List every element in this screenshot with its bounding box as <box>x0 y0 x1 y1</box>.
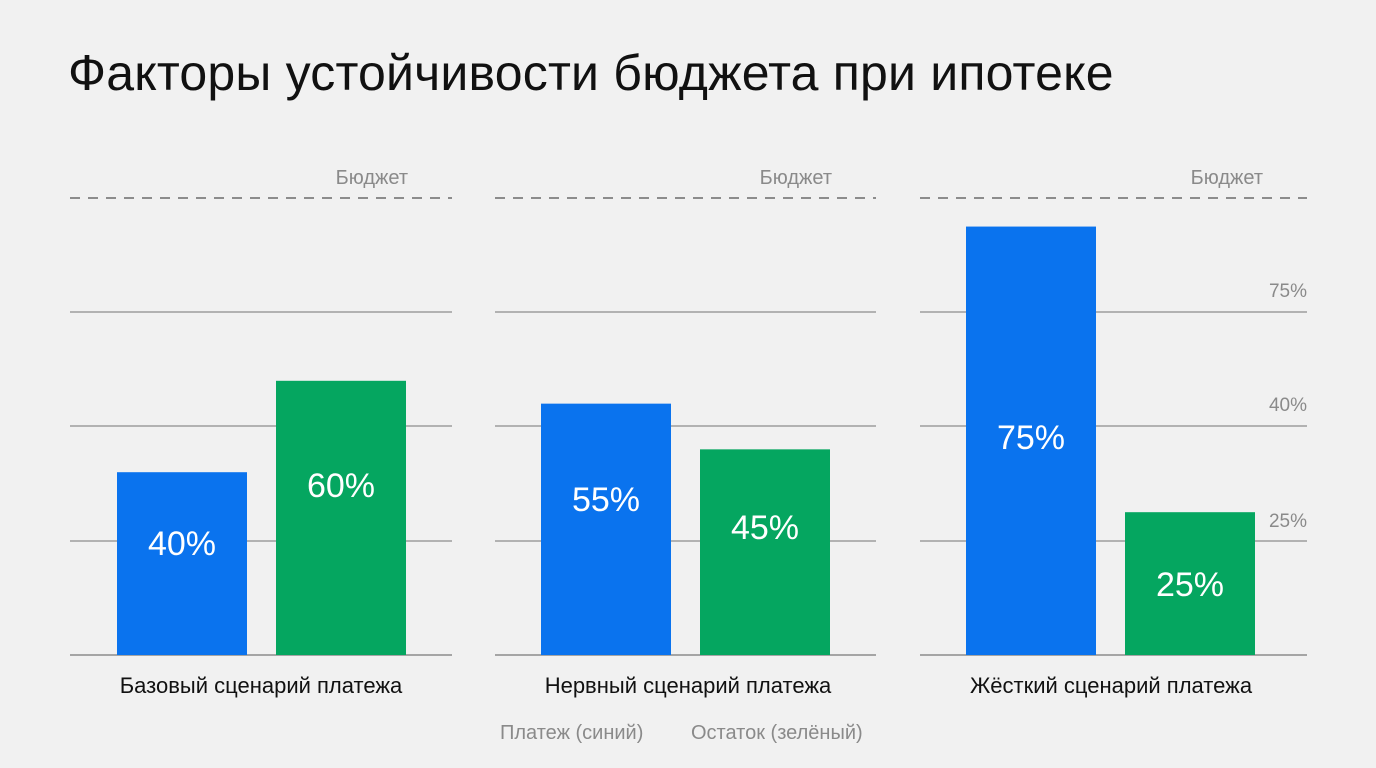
remainder-bar <box>1125 512 1255 655</box>
bar-value-label: 40% <box>148 525 216 563</box>
bar-value-label: 45% <box>731 509 799 547</box>
remainder-bar <box>276 380 406 655</box>
budget-label: Бюджет <box>336 167 408 189</box>
tick-label: 25% <box>1269 511 1307 532</box>
legend-remainder: Остаток (зелёный) <box>691 722 863 744</box>
bar-value-label: 55% <box>572 481 640 519</box>
scenario-label: Жёсткий сценарий платежа <box>970 673 1253 698</box>
scenario-label: Базовый сценарий платежа <box>120 673 403 698</box>
scenario-label: Нервный сценарий платежа <box>545 673 832 698</box>
payment-bar <box>966 226 1096 655</box>
bar-value-label: 25% <box>1156 566 1224 604</box>
budget-label: Бюджет <box>1191 167 1263 189</box>
page-title: Факторы устойчивости бюджета при ипотеке <box>68 45 1114 101</box>
tick-label: 40% <box>1269 395 1307 416</box>
remainder-bar <box>700 449 830 655</box>
tick-label: 75% <box>1269 281 1307 302</box>
budget-label: Бюджет <box>760 167 832 189</box>
payment-bar <box>117 472 247 655</box>
payment-bar <box>541 403 671 655</box>
bar-value-label: 60% <box>307 467 375 505</box>
bar-value-label: 75% <box>997 419 1065 457</box>
legend-payment: Платеж (синий) <box>500 722 644 744</box>
